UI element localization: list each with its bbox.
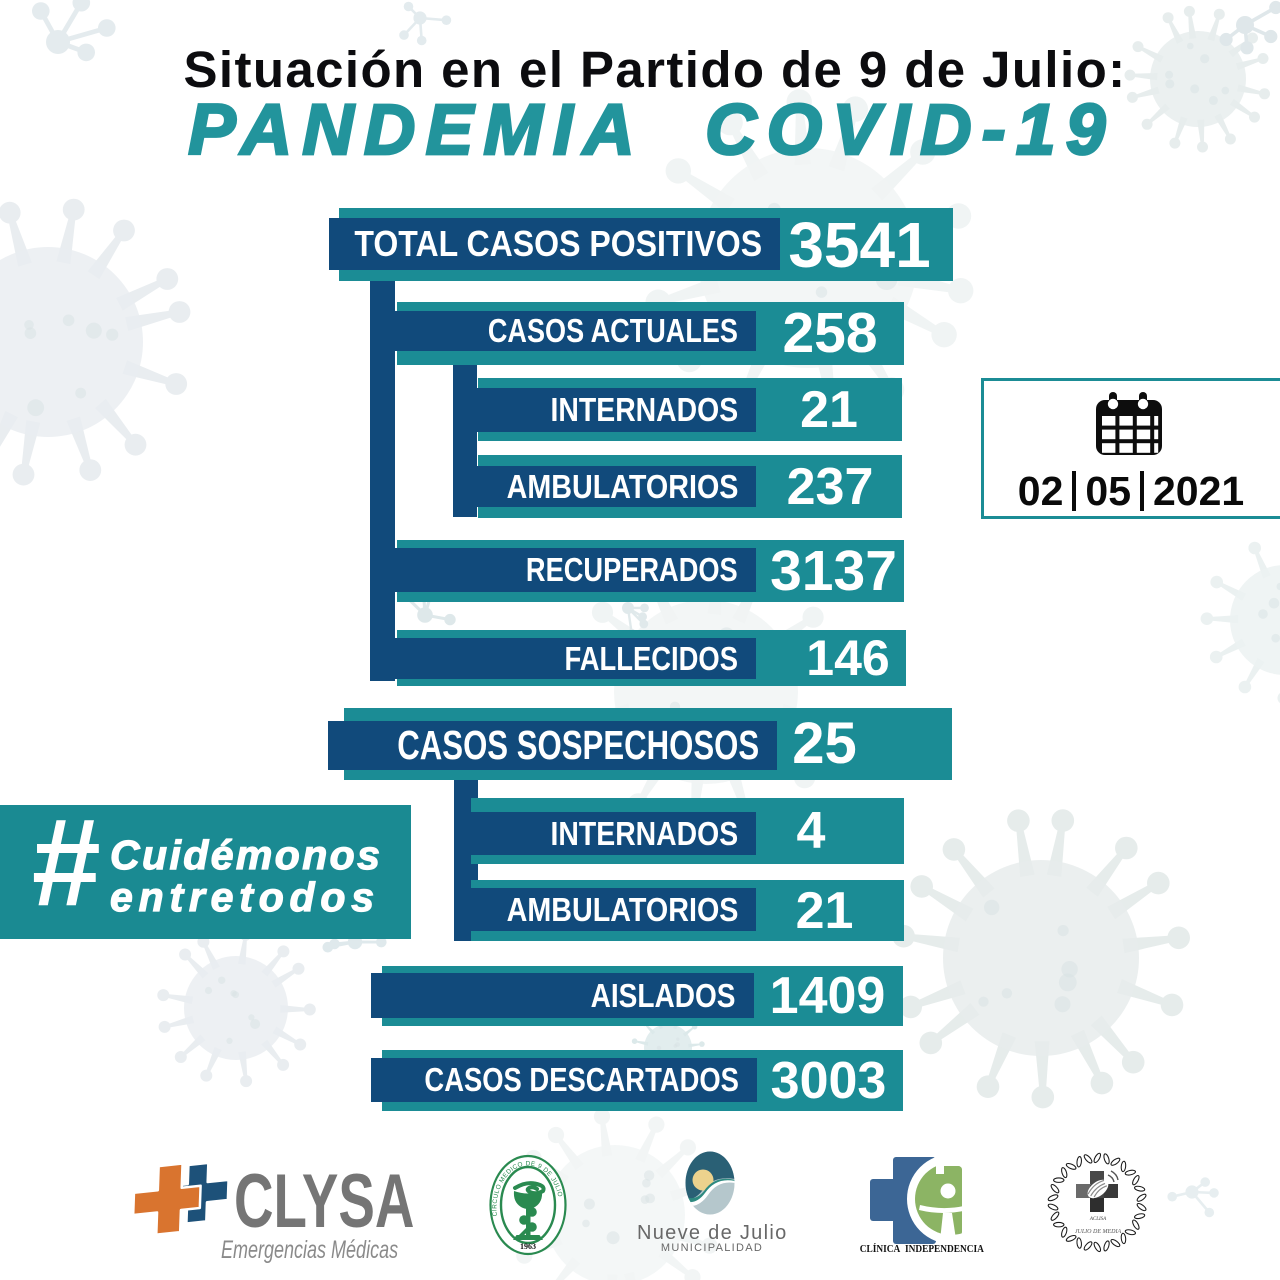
svg-text:ACLISA: ACLISA [1089, 1217, 1107, 1222]
svg-text:1963: 1963 [520, 1242, 536, 1251]
svg-text:JULIO DE MEDIA: JULIO DE MEDIA [1075, 1229, 1122, 1235]
